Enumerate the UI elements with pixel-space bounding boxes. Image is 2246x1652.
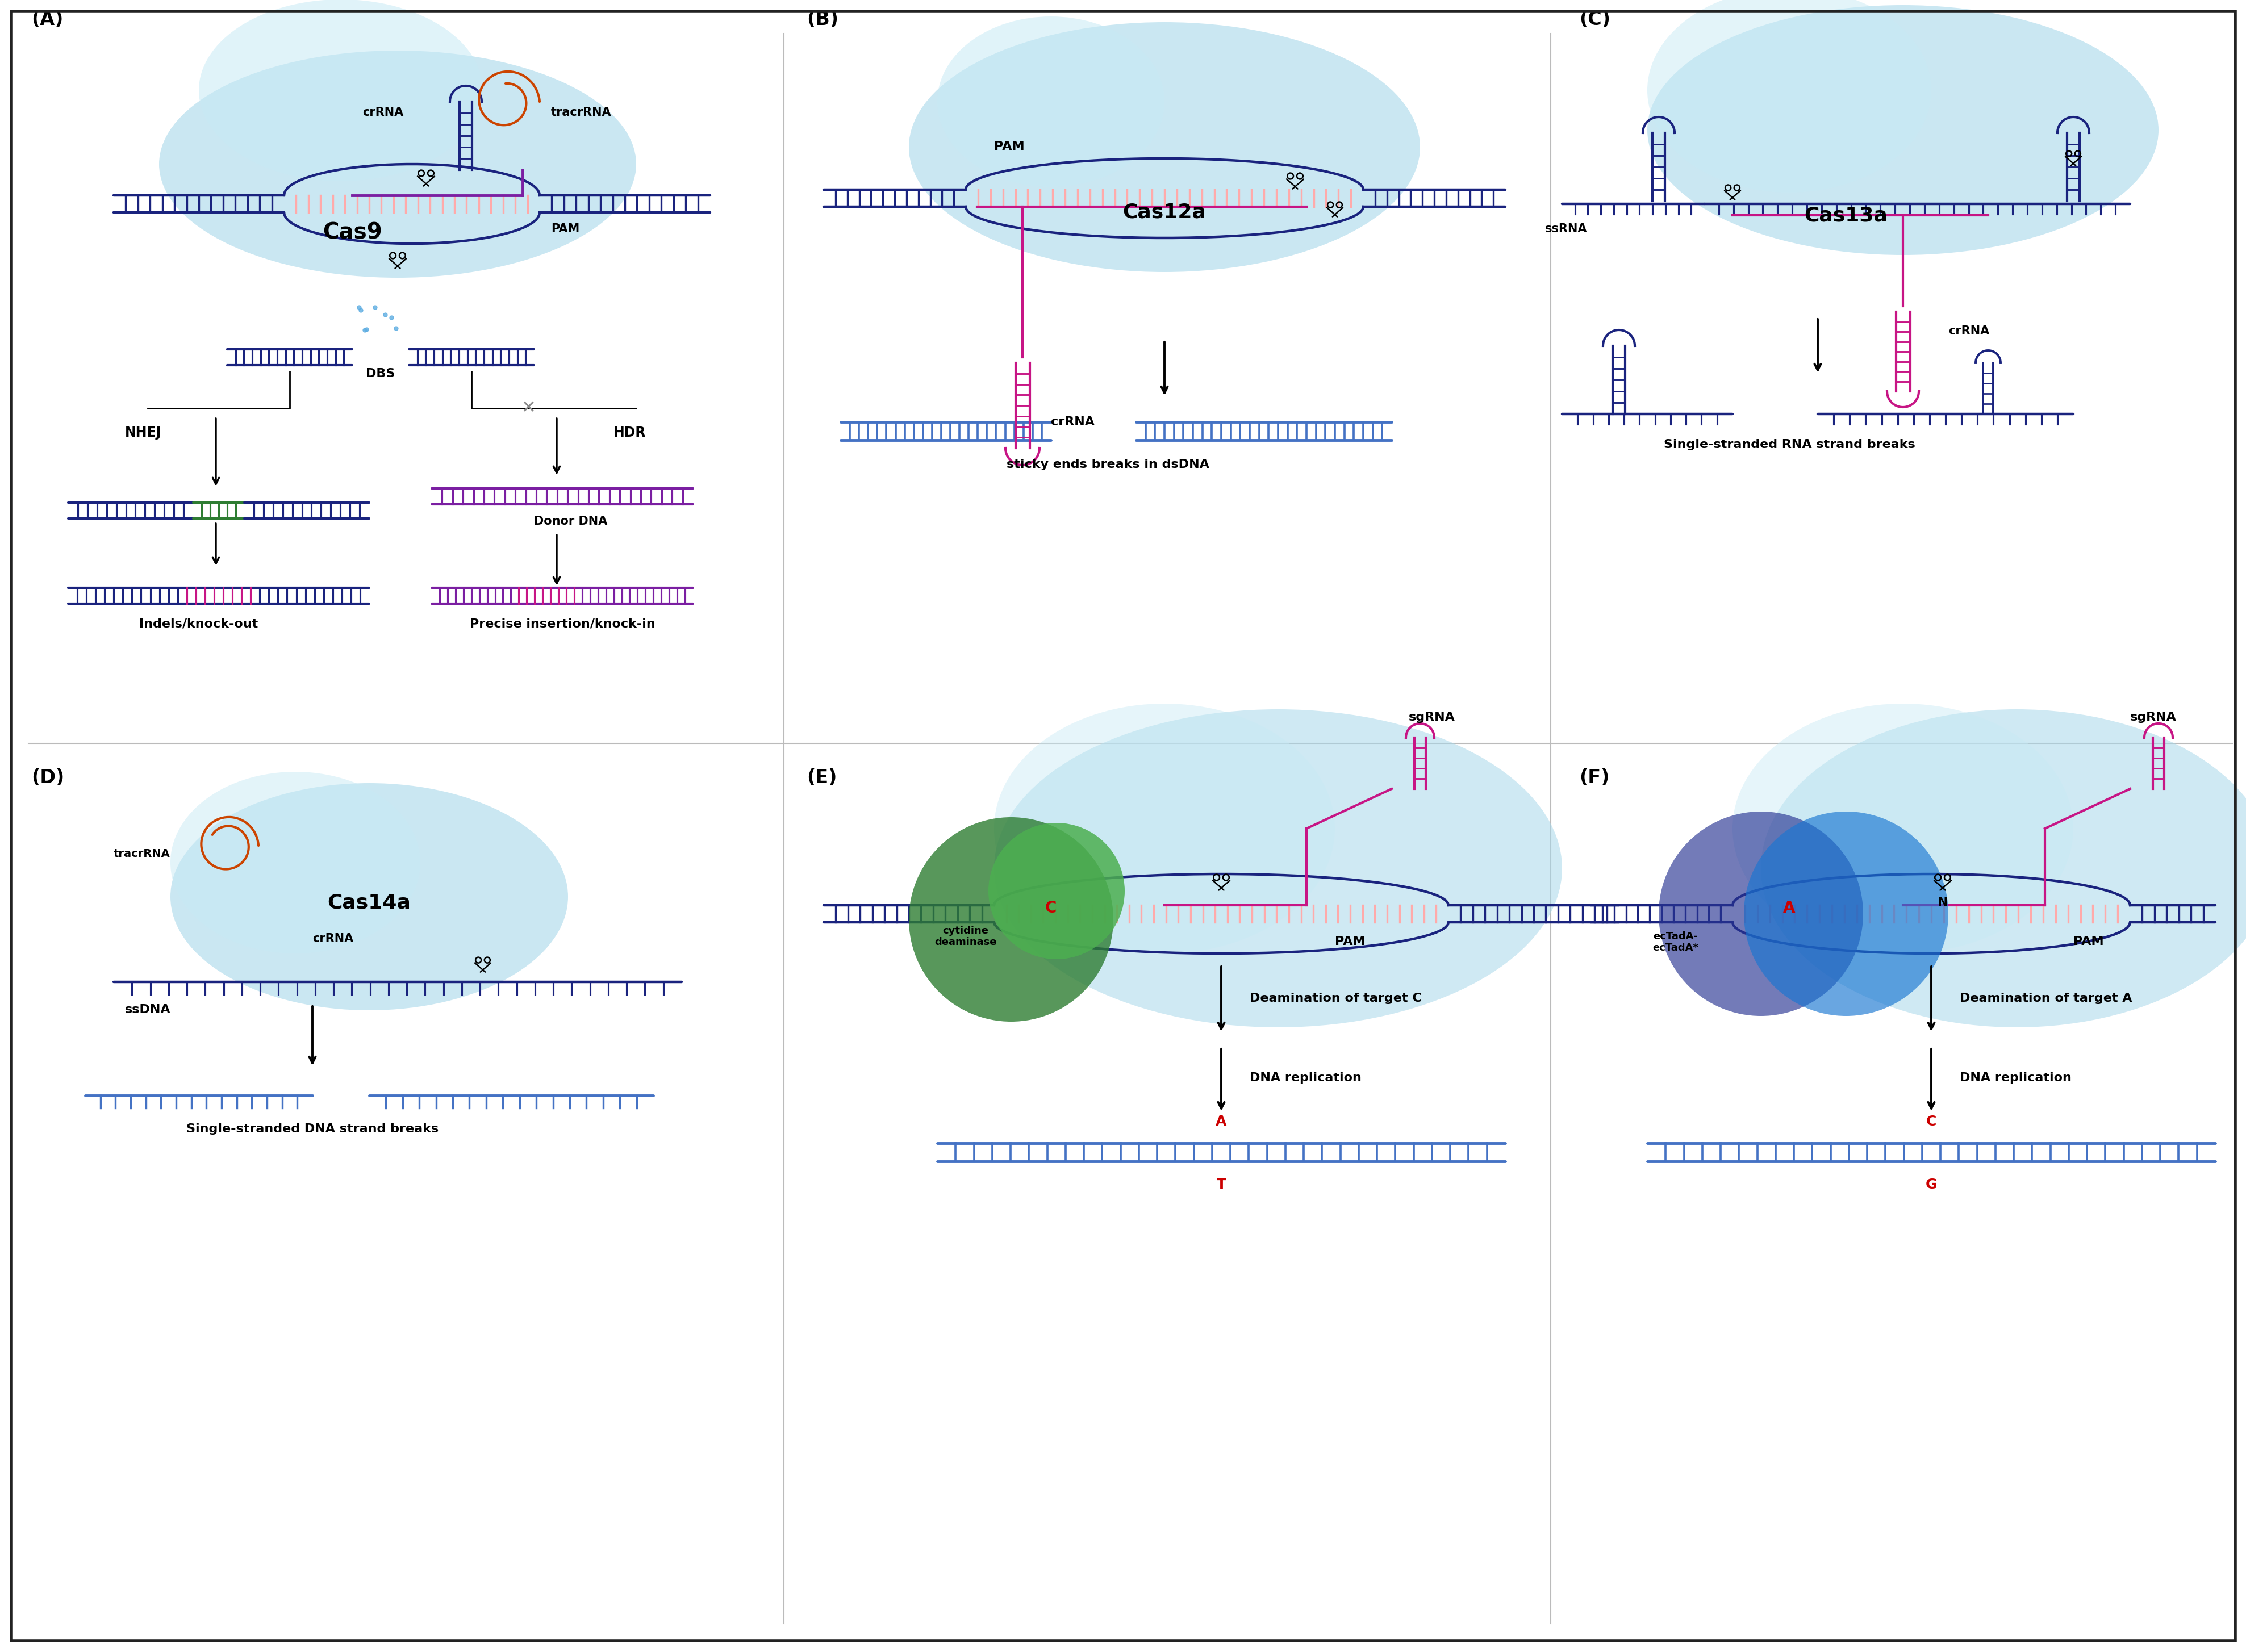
Text: DBS: DBS [366, 368, 395, 380]
Text: crRNA: crRNA [1051, 416, 1094, 428]
Ellipse shape [159, 51, 636, 278]
Text: Deamination of target A: Deamination of target A [1959, 993, 2131, 1004]
Ellipse shape [910, 21, 1419, 273]
Text: Single-stranded DNA strand breaks: Single-stranded DNA strand breaks [186, 1123, 438, 1135]
Ellipse shape [1743, 811, 1947, 1016]
Text: Cas14a: Cas14a [328, 892, 411, 912]
Ellipse shape [937, 17, 1163, 187]
Text: crRNA: crRNA [312, 933, 353, 945]
Text: Deamination of target C: Deamination of target C [1249, 993, 1422, 1004]
Text: ssRNA: ssRNA [1545, 223, 1588, 235]
Text: (C): (C) [1579, 10, 1610, 30]
Ellipse shape [1646, 5, 2158, 254]
Text: Cas13a: Cas13a [1804, 205, 1887, 225]
Text: Precise insertion/knock-in: Precise insertion/knock-in [469, 618, 656, 629]
Ellipse shape [988, 823, 1125, 960]
Text: PAM: PAM [1334, 937, 1366, 947]
Ellipse shape [171, 783, 568, 1011]
Ellipse shape [910, 818, 1114, 1021]
Text: Cas12a: Cas12a [1123, 203, 1206, 221]
Text: A: A [1215, 1115, 1226, 1128]
Ellipse shape [1658, 811, 1862, 1016]
Text: tracrRNA: tracrRNA [115, 849, 171, 859]
Text: (A): (A) [31, 10, 63, 30]
Text: PAM: PAM [550, 223, 579, 235]
Text: PAM: PAM [993, 140, 1024, 152]
Ellipse shape [1732, 704, 2073, 953]
Text: (D): (D) [31, 768, 65, 786]
Text: PAM: PAM [2073, 937, 2102, 947]
Text: DNA replication: DNA replication [1249, 1072, 1361, 1084]
Ellipse shape [993, 704, 1334, 953]
Text: A: A [1783, 900, 1795, 915]
Text: sgRNA: sgRNA [1408, 712, 1455, 724]
Text: crRNA: crRNA [1947, 325, 1990, 337]
Text: (B): (B) [806, 10, 838, 30]
Ellipse shape [993, 709, 1561, 1028]
Text: (F): (F) [1579, 768, 1608, 786]
Text: Indels/knock-out: Indels/knock-out [139, 618, 258, 629]
Ellipse shape [171, 771, 420, 953]
Ellipse shape [1761, 709, 2246, 1028]
Text: sgRNA: sgRNA [2129, 712, 2176, 724]
Text: G: G [1925, 1178, 1936, 1191]
Text: ecTadA-
ecTadA*: ecTadA- ecTadA* [1653, 932, 1698, 953]
Text: Cas9: Cas9 [323, 221, 382, 243]
Text: T: T [1215, 1178, 1226, 1191]
Text: N: N [1936, 897, 1947, 909]
Text: sticky ends breaks in dsDNA: sticky ends breaks in dsDNA [1006, 459, 1208, 471]
Text: crRNA: crRNA [362, 107, 404, 119]
Text: ✕: ✕ [521, 400, 535, 416]
Text: ssDNA: ssDNA [126, 1004, 171, 1016]
Text: Donor DNA: Donor DNA [535, 515, 606, 527]
Text: Single-stranded RNA strand breaks: Single-stranded RNA strand breaks [1662, 439, 1914, 451]
Text: tracrRNA: tracrRNA [550, 107, 611, 119]
Text: DNA replication: DNA replication [1959, 1072, 2071, 1084]
Text: cytidine
deaminase: cytidine deaminase [934, 925, 997, 948]
Text: NHEJ: NHEJ [126, 426, 162, 439]
Text: C: C [1925, 1115, 1936, 1128]
Text: (E): (E) [806, 768, 838, 786]
Text: C: C [1044, 900, 1056, 915]
Text: HDR: HDR [613, 426, 647, 439]
Ellipse shape [198, 0, 483, 182]
Ellipse shape [1646, 0, 1932, 193]
